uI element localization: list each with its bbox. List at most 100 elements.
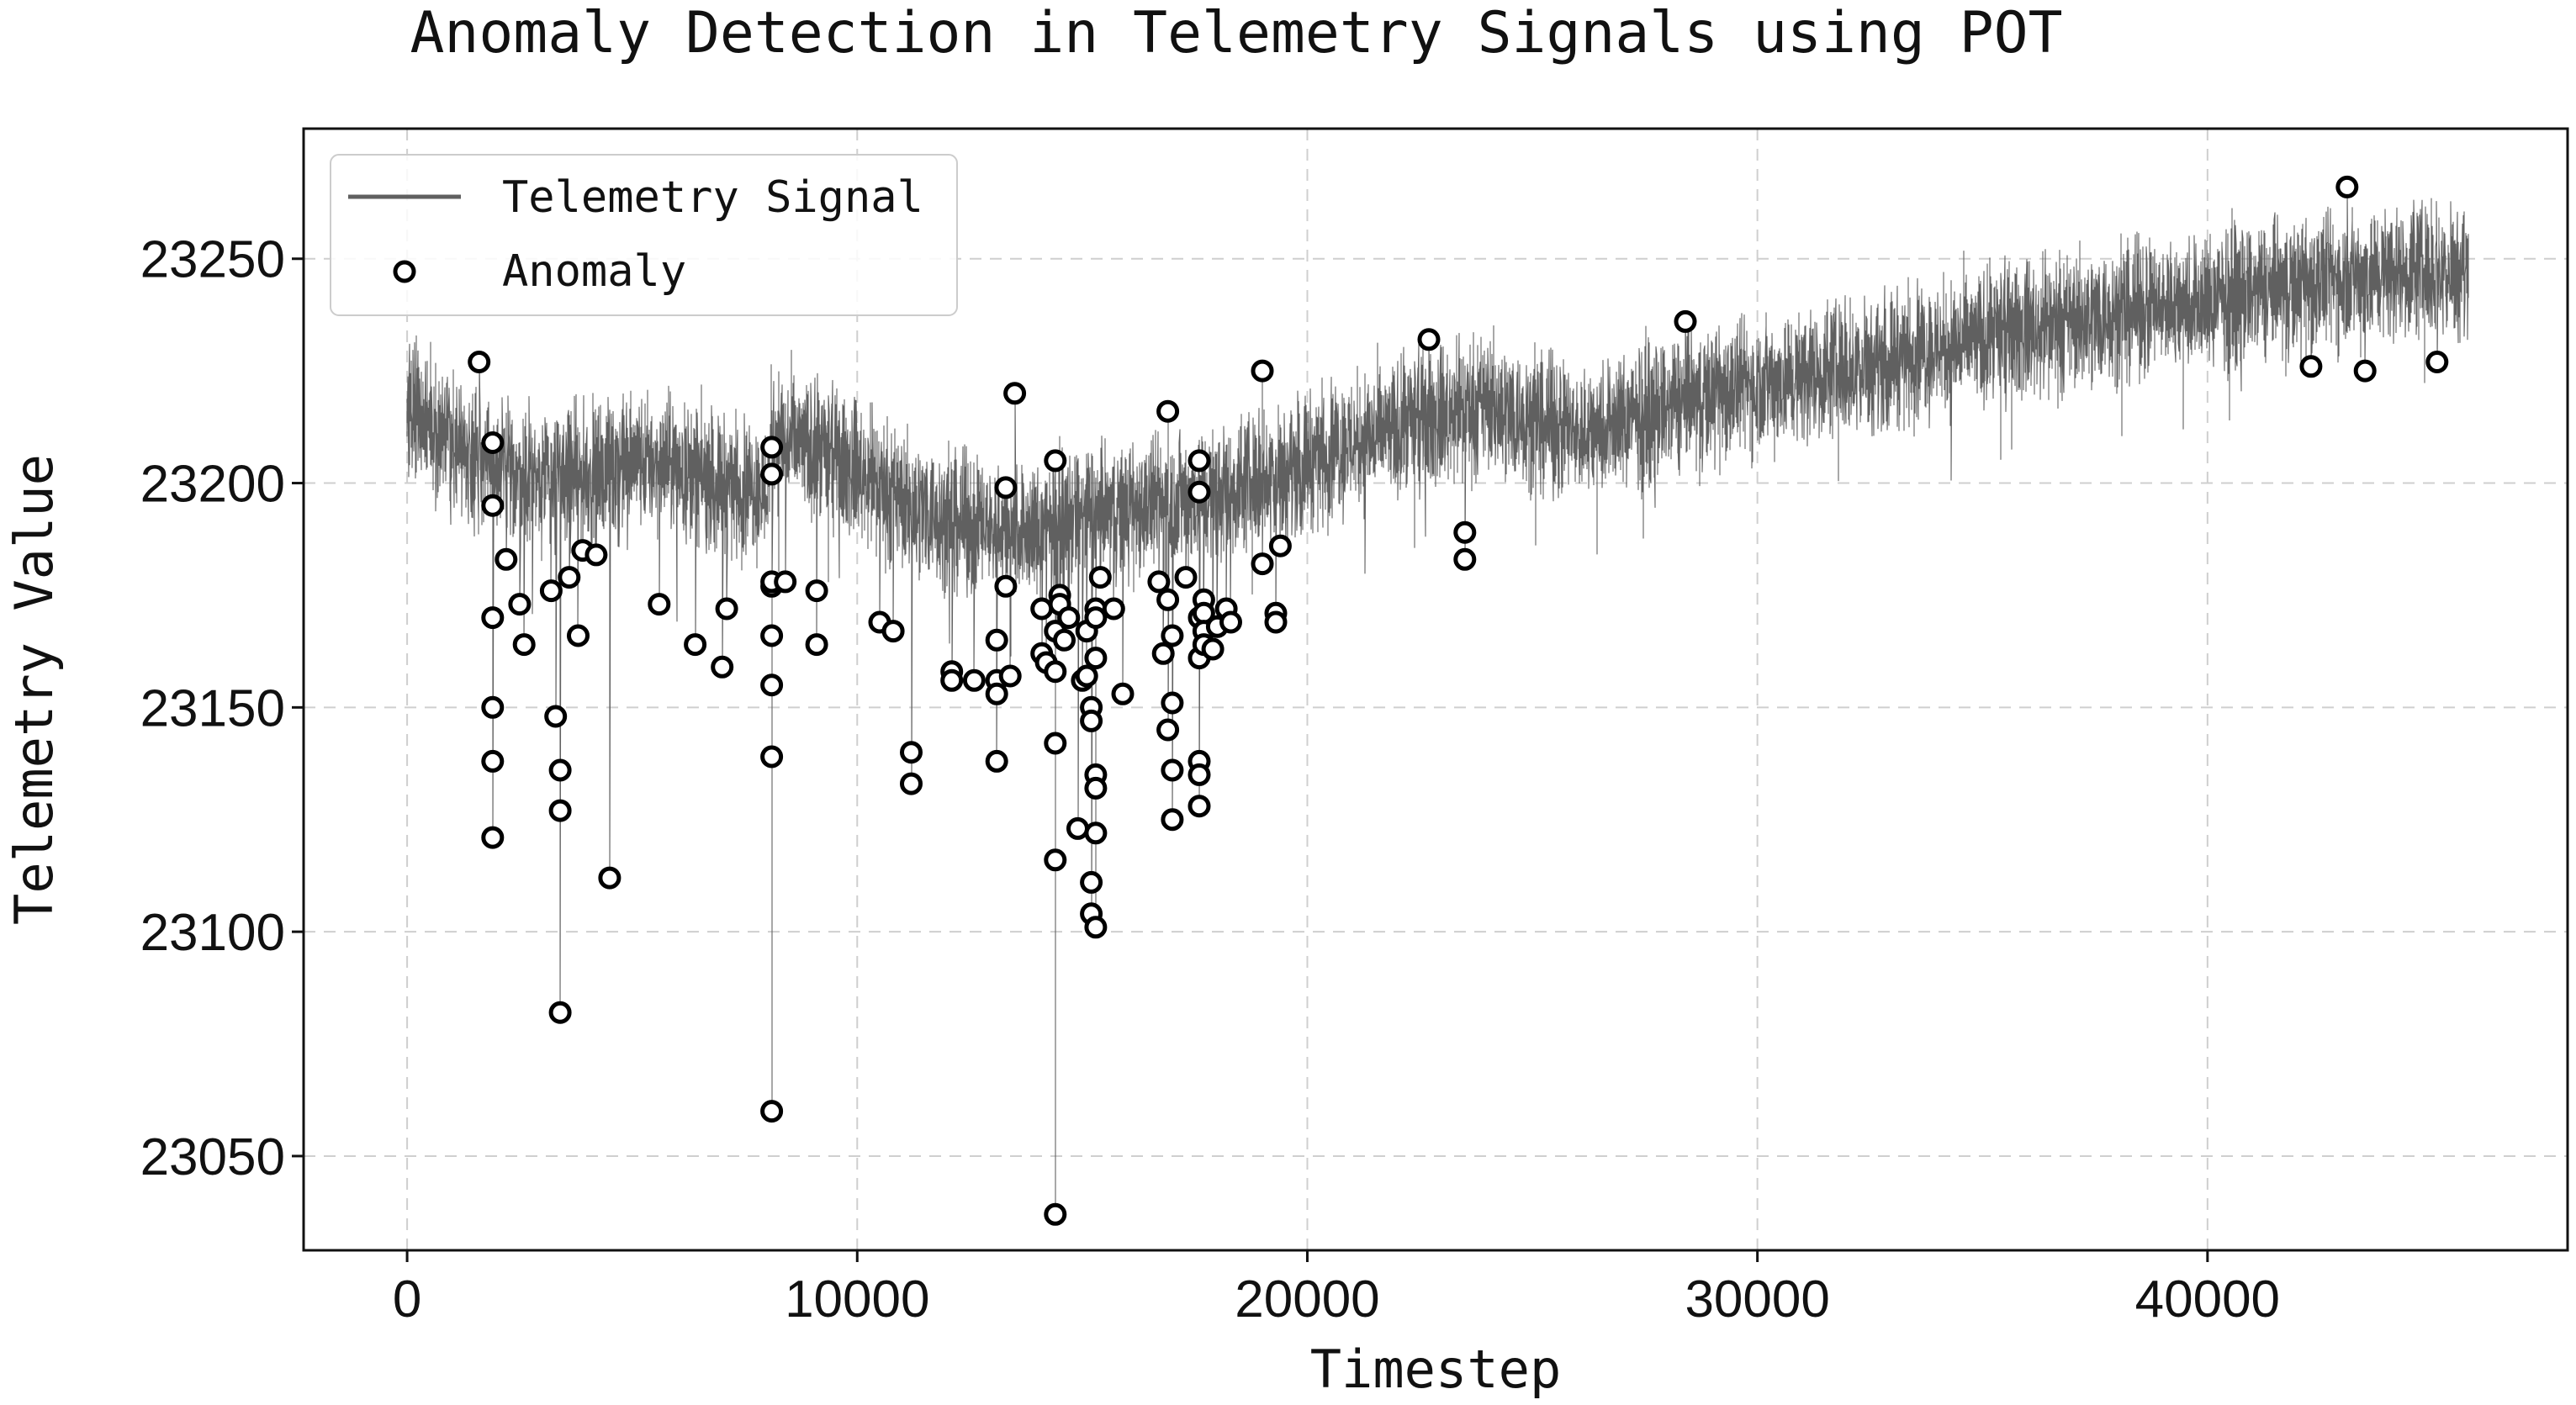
anomaly-point [1156,718,1180,742]
anomaly-point [1044,449,1067,473]
chart-title: Anomaly Detection in Telemetry Signals u… [410,0,2062,66]
anomaly-point [774,570,797,594]
anomaly-point [481,494,505,517]
anomaly-point [512,633,536,657]
anomaly-point [1066,816,1089,840]
anomaly-point [1161,808,1184,832]
anomaly-point [1111,682,1135,705]
anomaly-point [1080,709,1103,732]
anomaly-point [1088,566,1112,589]
anomaly-point [1453,520,1477,544]
anomaly-point [1674,309,1697,333]
anomaly-point [1044,660,1067,684]
anomaly-point [481,749,505,773]
anomaly-point [1201,637,1225,661]
anomaly-point [1187,795,1211,818]
anomaly-point [481,826,505,849]
anomaly-point [1156,399,1180,423]
anomaly-point [2335,175,2359,198]
anomaly-point [1151,642,1175,665]
anomaly-point [468,351,491,373]
anomaly-point [544,705,568,728]
anomaly-point [1003,382,1027,405]
anomaly-point [715,597,738,621]
anomaly-point [998,664,1022,688]
anomaly-point [900,772,923,795]
anomaly-point [1044,848,1067,872]
anomaly-point [1268,534,1292,557]
legend-box [330,154,958,316]
telemetry-signal-line [406,186,2469,1215]
anomaly-point [1156,588,1180,611]
anomaly-point [900,741,923,764]
anomaly-point [760,624,784,647]
anomaly-point [1084,606,1108,630]
anomaly-point [1084,821,1108,845]
anomaly-point [760,436,784,459]
anomaly-point [994,476,1018,499]
anomaly-point [598,866,622,890]
anomaly-point [648,593,671,616]
x-axis-ticks: 0 10000 20000 30000 40000 [393,1250,2280,1328]
anomaly-point [481,431,505,454]
y-axis-label: Telemetry Value [3,454,65,925]
y-tick-label: 23100 [140,904,285,962]
anomaly-point [1251,359,1274,383]
anomaly-point [760,1100,784,1123]
anomaly-point [1044,1202,1067,1226]
anomaly-point [2299,355,2323,378]
anomaly-point [985,682,1008,705]
y-tick-label: 23150 [140,679,285,737]
anomaly-point [1264,610,1288,634]
anomaly-point [539,579,563,603]
anomaly-point [1161,691,1184,715]
anomaly-point [962,668,986,692]
legend: Telemetry Signal Anomaly [330,154,958,316]
anomaly-point [508,593,532,616]
y-tick-label: 23200 [140,456,285,514]
anomaly-point [760,745,784,769]
x-tick-label: 30000 [1685,1270,1829,1328]
anomaly-point [1161,624,1184,647]
anomaly-point [567,624,590,647]
anomaly-point [1102,597,1125,621]
anomaly-point [760,462,784,486]
x-tick-label: 10000 [785,1270,929,1328]
anomaly-point [760,673,784,697]
anomaly-point [881,620,905,643]
anomaly-point [1251,552,1274,576]
anomaly-point [1453,547,1477,571]
anomaly-point [805,579,828,603]
y-tick-label: 23250 [140,231,285,289]
anomaly-point [1187,480,1211,504]
anomaly-point [805,633,828,657]
legend-signal-label: Telemetry Signal [502,172,923,223]
anomaly-point [495,547,518,571]
anomaly-point [481,695,505,719]
anomaly-point [1219,610,1242,634]
x-tick-label: 40000 [2135,1270,2280,1328]
anomaly-point [1075,664,1098,688]
x-tick-label: 0 [393,1270,421,1328]
anomaly-point [1080,870,1103,894]
plot-frame [302,127,2569,1252]
anomaly-point [2353,359,2377,383]
anomaly-point [1084,916,1108,939]
anomaly-point [481,606,505,630]
anomaly-point [1053,628,1076,652]
anomaly-point [1084,647,1108,670]
anomaly-point [548,799,572,822]
x-axis-label: Timestep [1310,1339,1562,1400]
anomaly-point [1187,449,1211,473]
anomaly-point [1030,597,1054,621]
y-axis-ticks: 23050 23100 23150 23200 23250 [140,231,304,1186]
anomaly-point [558,566,581,589]
x-tick-label: 20000 [1235,1270,1379,1328]
anomaly-point [1417,328,1441,351]
anomaly-point [994,574,1018,598]
anomaly-point [985,628,1008,652]
anomaly-point [1147,570,1171,594]
anomaly-point [548,1001,572,1024]
